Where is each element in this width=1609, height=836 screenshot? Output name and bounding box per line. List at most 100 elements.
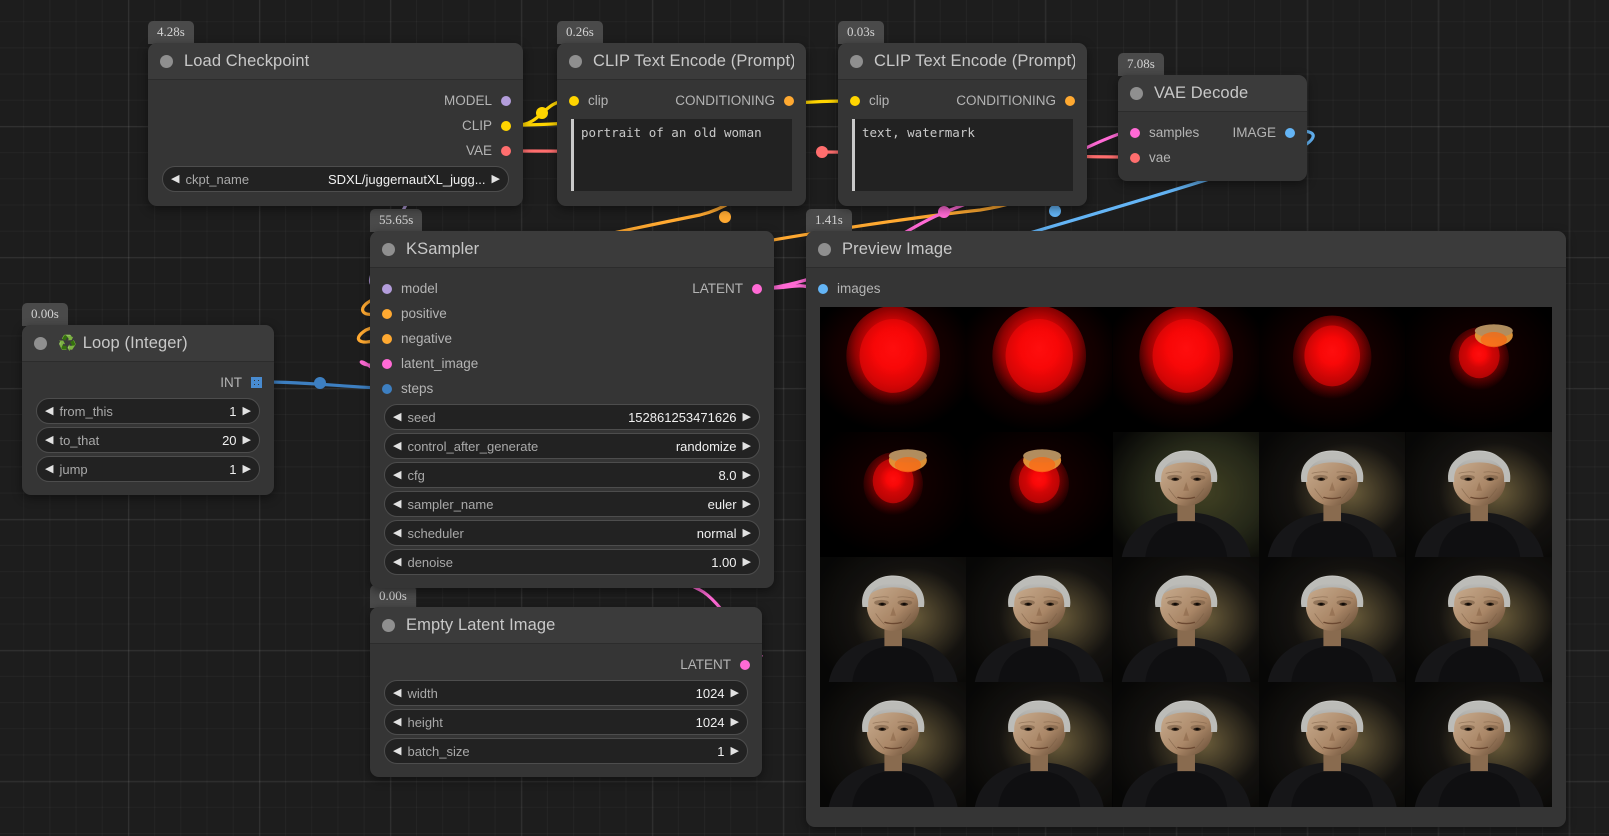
node-collapse-dot[interactable] [382,618,395,632]
preview-image-cell[interactable] [966,432,1113,557]
widget-value-width[interactable]: 1024 [695,685,725,701]
node-ksampler[interactable]: KSampler model LATENT positive negative laten… [370,231,774,588]
input-slot-dot-positive[interactable] [382,308,392,319]
output-slot-dot-VAE[interactable] [501,145,511,156]
widget-increment-arrow[interactable]: ▶ [730,744,739,757]
input-slot-dot-images[interactable] [818,283,828,294]
output-slot-dot-CLIP[interactable] [501,120,511,131]
widget-decrement-arrow[interactable]: ◀ [393,468,402,481]
widget-increment-arrow[interactable]: ▶ [742,526,751,539]
node-collapse-dot[interactable] [850,54,863,68]
widget-value-height[interactable]: 1024 [695,714,725,730]
widget-decrement-arrow[interactable]: ◀ [393,555,402,568]
input-slot-dot-clip[interactable] [569,95,579,106]
widget-value-ckpt_name[interactable]: SDXL/juggernautXL_jugg... [327,171,486,187]
widget-increment-arrow[interactable]: ▶ [742,468,751,481]
widget-decrement-arrow[interactable]: ◀ [393,439,402,452]
widget-scheduler[interactable]: ◀ scheduler normal ▶ [384,520,760,546]
output-slot-dot-LATENT[interactable] [740,659,750,670]
preview-image-cell[interactable] [820,682,967,807]
output-slot-dot-CONDITIONING[interactable] [784,95,794,106]
widget-decrement-arrow[interactable]: ◀ [393,744,402,757]
widget-ckpt_name[interactable]: ◀ ckpt_name SDXL/juggernautXL_jugg... ▶ [162,166,509,192]
preview-image-cell[interactable] [1259,682,1406,807]
output-slot-grid-INT[interactable] [251,377,262,388]
input-slot-dot-samples[interactable] [1130,127,1140,138]
preview-image-cell[interactable] [1112,307,1260,432]
preview-image-cell[interactable] [1112,432,1260,557]
widget-value-jump[interactable]: 1 [229,461,237,477]
preview-image-cell[interactable] [1259,432,1406,557]
input-slot-dot-model[interactable] [382,283,392,294]
node-load-checkpoint[interactable]: Load Checkpoint MODEL CLIP VAE ◀ ckpt_name SDX… [148,43,523,206]
node-header-load-checkpoint[interactable]: Load Checkpoint [148,43,523,80]
node-empty-latent-image[interactable]: Empty Latent Image LATENT ◀ width 1024 ▶ ◀ heig… [370,607,762,777]
output-slot-dot-MODEL[interactable] [501,95,511,106]
preview-image-cell[interactable] [1405,432,1552,557]
output-slot-dot-CONDITIONING[interactable] [1065,95,1075,106]
widget-decrement-arrow[interactable]: ◀ [45,433,54,446]
widget-value-denoise[interactable]: 1.00 [711,554,737,570]
input-slot-dot-latent_image[interactable] [382,358,392,369]
widget-decrement-arrow[interactable]: ◀ [393,715,402,728]
widget-value-to_that[interactable]: 20 [222,432,237,448]
node-header-loop-integer[interactable]: ♻️ Loop (Integer) [22,325,274,362]
preview-image-grid[interactable] [820,307,1552,807]
widget-increment-arrow[interactable]: ▶ [242,433,251,446]
node-header-empty-latent-image[interactable]: Empty Latent Image [370,607,762,644]
node-clip-text-encode-positive[interactable]: CLIP Text Encode (Prompt) clip CONDITIONIN… [557,43,806,206]
widget-value-control_after_generate[interactable]: randomize [675,438,737,454]
preview-image-cell[interactable] [1405,307,1552,432]
widget-decrement-arrow[interactable]: ◀ [45,462,54,475]
widget-increment-arrow[interactable]: ▶ [742,439,751,452]
widget-cfg[interactable]: ◀ cfg 8.0 ▶ [384,462,760,488]
node-collapse-dot[interactable] [569,54,582,68]
node-collapse-dot[interactable] [160,54,173,68]
widget-decrement-arrow[interactable]: ◀ [45,404,54,417]
widget-decrement-arrow[interactable]: ◀ [393,410,402,423]
node-clip-text-encode-negative[interactable]: CLIP Text Encode (Prompt) clip CONDITIONIN… [838,43,1087,206]
prompt-textarea[interactable]: text, watermark [852,119,1073,191]
widget-value-seed[interactable]: 152861253471626 [628,409,737,425]
widget-increment-arrow[interactable]: ▶ [742,555,751,568]
node-header-vae-decode[interactable]: VAE Decode [1118,75,1307,112]
widget-value-cfg[interactable]: 8.0 [718,467,737,483]
preview-image-cell[interactable] [1112,557,1260,682]
node-collapse-dot[interactable] [382,242,395,256]
widget-denoise[interactable]: ◀ denoise 1.00 ▶ [384,549,760,575]
node-header-preview-image[interactable]: Preview Image [806,231,1566,268]
input-slot-dot-clip[interactable] [850,95,860,106]
node-collapse-dot[interactable] [818,242,831,256]
widget-decrement-arrow[interactable]: ◀ [393,526,402,539]
output-slot-dot-LATENT[interactable] [752,283,762,294]
preview-image-cell[interactable] [1405,557,1552,682]
widget-value-scheduler[interactable]: normal [696,525,737,541]
output-slot-dot-IMAGE[interactable] [1285,127,1295,138]
widget-batch_size[interactable]: ◀ batch_size 1 ▶ [384,738,748,764]
input-slot-dot-vae[interactable] [1130,152,1140,163]
widget-increment-arrow[interactable]: ▶ [742,497,751,510]
widget-from_this[interactable]: ◀ from_this 1 ▶ [36,398,260,424]
widget-height[interactable]: ◀ height 1024 ▶ [384,709,748,735]
node-header-ksampler[interactable]: KSampler [370,231,774,268]
widget-value-sampler_name[interactable]: euler [707,496,737,512]
widget-to_that[interactable]: ◀ to_that 20 ▶ [36,427,260,453]
node-vae-decode[interactable]: VAE Decode samples IMAGE vae [1118,75,1307,181]
widget-increment-arrow[interactable]: ▶ [242,404,251,417]
preview-image-cell[interactable] [820,307,967,432]
preview-image-cell[interactable] [1112,682,1260,807]
preview-image-cell[interactable] [1405,682,1552,807]
node-header-clip-text-encode-negative[interactable]: CLIP Text Encode (Prompt) [838,43,1087,80]
node-preview-image[interactable]: Preview Image images [806,231,1566,827]
widget-increment-arrow[interactable]: ▶ [730,715,739,728]
widget-value-from_this[interactable]: 1 [229,403,237,419]
widget-width[interactable]: ◀ width 1024 ▶ [384,680,748,706]
node-collapse-dot[interactable] [34,336,47,350]
preview-image-cell[interactable] [966,682,1113,807]
preview-image-cell[interactable] [820,557,967,682]
node-collapse-dot[interactable] [1130,86,1143,100]
prompt-textarea[interactable]: portrait of an old woman [571,119,792,191]
widget-decrement-arrow[interactable]: ◀ [393,686,402,699]
widget-increment-arrow[interactable]: ▶ [242,462,251,475]
